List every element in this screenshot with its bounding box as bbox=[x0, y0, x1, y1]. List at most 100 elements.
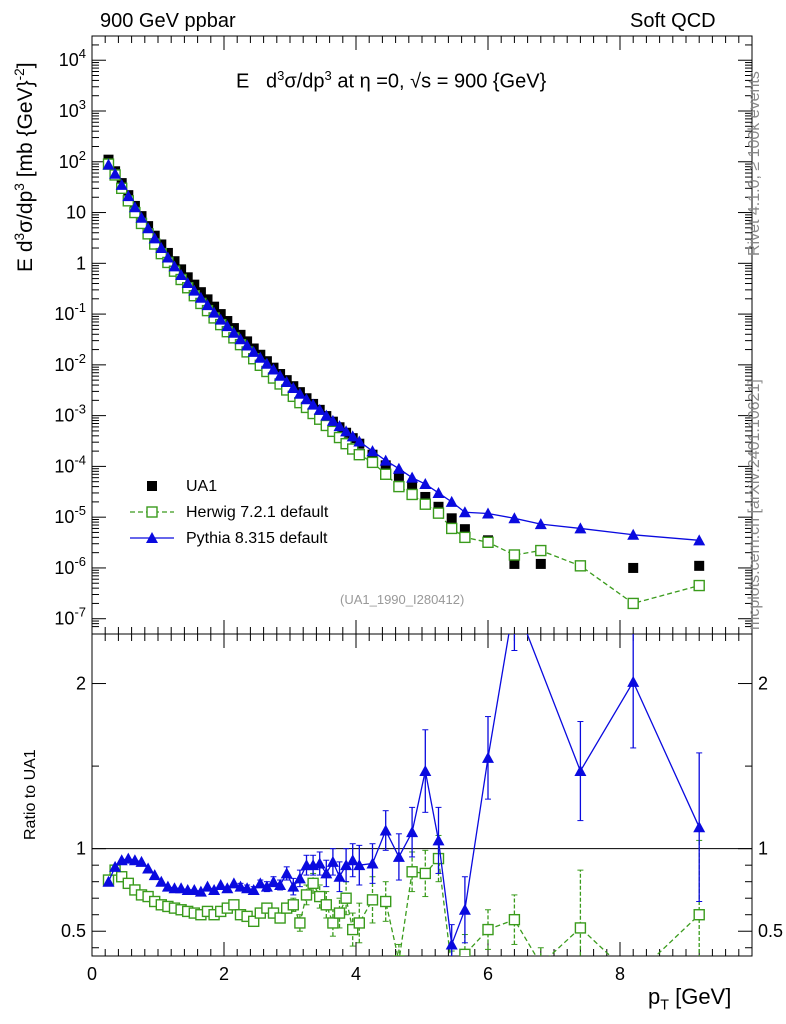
main-point-pythia bbox=[260, 357, 273, 369]
ratio-point-pythia bbox=[188, 883, 201, 895]
main-y-tick-label: 10-1 bbox=[54, 300, 86, 324]
main-point-pythia bbox=[267, 363, 280, 375]
ratio-point-pythia bbox=[241, 882, 254, 894]
main-point-pythia bbox=[313, 403, 326, 415]
analysis-id: (UA1_1990_I280412) bbox=[340, 592, 465, 607]
ratio-point-pythia bbox=[128, 854, 141, 866]
ratio-point-pythia bbox=[135, 855, 148, 867]
legend-label-pythia: Pythia 8.315 default bbox=[186, 530, 328, 547]
ratio-point-pythia bbox=[445, 938, 458, 950]
ratio-point-pythia bbox=[508, 595, 520, 606]
main-point-pythia bbox=[366, 445, 379, 457]
ratio-point-pythia bbox=[247, 883, 260, 895]
main-point-pythia bbox=[135, 211, 148, 223]
main-point-herwig bbox=[393, 480, 405, 493]
main-y-tick-label: 10-2 bbox=[54, 351, 86, 375]
x-tick-label: 8 bbox=[615, 964, 625, 984]
ratio-point-herwig bbox=[228, 899, 240, 911]
main-point-pythia bbox=[392, 462, 405, 474]
ylabel-sup-3b: 3 bbox=[12, 183, 27, 191]
main-point-pythia bbox=[188, 284, 201, 296]
ratio-point-pythia bbox=[234, 880, 247, 892]
main-y-tick-label: 1 bbox=[76, 253, 86, 273]
ratio-point-pythia bbox=[280, 867, 293, 879]
ratio-y-tick-label-right: 0.5 bbox=[758, 921, 783, 941]
ratio-point-herwig bbox=[459, 948, 471, 956]
main-point-pythia bbox=[574, 522, 587, 534]
main-y-tick-label: 10-6 bbox=[54, 554, 86, 578]
main-point-herwig bbox=[380, 468, 392, 480]
main-point-pythia bbox=[208, 306, 221, 318]
ratio-point-pythia bbox=[458, 903, 471, 915]
ratio-point-herwig bbox=[115, 871, 128, 883]
ylabel-sup-3a: 3 bbox=[12, 232, 27, 241]
title-sqrt: √s bbox=[410, 70, 432, 93]
main-point-ua1 bbox=[446, 513, 457, 524]
main-y-axis-label: E d3σ/dp3 [mb {GeV}-2] bbox=[12, 62, 38, 272]
ratio-point-herwig bbox=[693, 909, 705, 921]
ratio-point-pythia bbox=[419, 765, 432, 777]
ratio-point-pythia bbox=[102, 875, 115, 887]
main-point-pythia bbox=[340, 425, 353, 437]
rivet-label: Rivet 4.1.0, ≥ 100k events bbox=[746, 71, 763, 256]
ratio-point-pythia bbox=[201, 880, 214, 892]
x-tick-label: 0 bbox=[87, 964, 97, 984]
ratio-point-herwig bbox=[327, 917, 339, 929]
ratio-point-pythia bbox=[392, 850, 405, 862]
ratio-point-pythia bbox=[254, 877, 267, 889]
ratio-point-herwig bbox=[366, 894, 379, 906]
ratio-point-herwig bbox=[320, 899, 332, 911]
main-y-tick-label: 10-4 bbox=[54, 452, 86, 476]
ratio-point-pythia bbox=[693, 821, 706, 833]
main-y-tick-label: 103 bbox=[59, 97, 86, 121]
main-point-herwig bbox=[333, 431, 346, 444]
main-point-herwig bbox=[574, 560, 587, 572]
xlabel-p: p bbox=[648, 984, 661, 1009]
x-tick-label: 4 bbox=[351, 964, 361, 984]
main-point-pythia bbox=[115, 178, 128, 190]
main-point-pythia bbox=[320, 409, 333, 421]
main-point-pythia bbox=[128, 201, 141, 213]
ratio-point-pythia bbox=[366, 857, 379, 869]
main-point-pythia bbox=[379, 454, 392, 466]
main-point-herwig bbox=[482, 536, 494, 548]
title-tail: = 900 {GeV} bbox=[436, 70, 547, 93]
ratio-point-herwig bbox=[508, 913, 521, 926]
main-y-tick-label: 10-3 bbox=[54, 402, 86, 426]
ratio-y-tick-label: 0.5 bbox=[61, 921, 86, 941]
plot-title: E d3σ/dp3 at η =0, √s = 900 {GeV} bbox=[236, 68, 546, 94]
main-point-pythia bbox=[194, 291, 207, 303]
main-point-herwig bbox=[693, 579, 705, 592]
main-point-herwig bbox=[508, 549, 521, 561]
x-tick-label: 2 bbox=[219, 964, 229, 984]
main-point-herwig bbox=[353, 448, 365, 461]
ratio-point-herwig bbox=[380, 895, 392, 908]
main-series-layer bbox=[102, 154, 706, 610]
ratio-point-pythia bbox=[333, 870, 346, 882]
main-point-pythia bbox=[508, 512, 521, 524]
main-point-pythia bbox=[333, 420, 346, 432]
ratio-point-herwig bbox=[482, 923, 494, 936]
ratio-point-herwig bbox=[393, 955, 405, 956]
ratio-point-herwig bbox=[300, 889, 313, 901]
ratio-point-herwig bbox=[419, 867, 431, 880]
main-point-pythia bbox=[234, 333, 247, 345]
title-sup-b: 3 bbox=[324, 68, 332, 83]
ylabel-sup-2: -2 bbox=[12, 68, 27, 81]
main-point-herwig bbox=[366, 456, 379, 469]
main-point-pythia bbox=[148, 232, 161, 244]
main-point-ua1 bbox=[407, 481, 418, 492]
ratio-point-pythia bbox=[627, 675, 640, 687]
main-point-pythia bbox=[287, 382, 300, 394]
ratio-point-pythia bbox=[175, 882, 188, 894]
main-y-tick-label: 10 bbox=[66, 203, 86, 223]
ratio-point-herwig bbox=[447, 963, 457, 973]
main-point-pythia bbox=[142, 222, 155, 234]
ratio-point-herwig bbox=[307, 877, 319, 890]
main-point-pythia bbox=[181, 276, 194, 288]
main-point-pythia bbox=[227, 326, 240, 338]
main-point-herwig bbox=[432, 507, 445, 519]
ratio-y-tick-label-right: 2 bbox=[758, 674, 768, 694]
main-point-pythia bbox=[627, 528, 640, 540]
mcplots-label: mcplots.cern.ch [arXiv:2401.10621] bbox=[746, 379, 763, 630]
